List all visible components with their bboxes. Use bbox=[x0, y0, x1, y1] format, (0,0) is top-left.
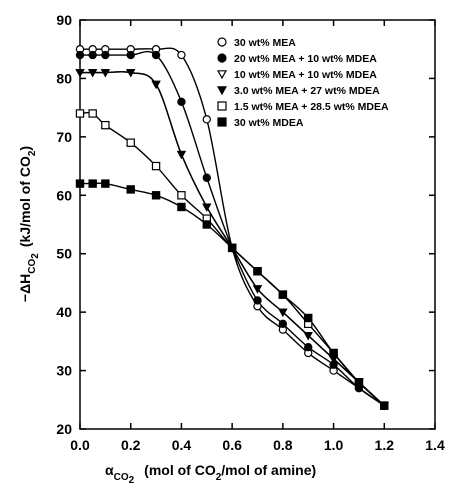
axis-ticks bbox=[79, 19, 436, 430]
x-axis-label-rest-end: /mol of amine) bbox=[221, 462, 316, 478]
series-line-3 bbox=[80, 71, 385, 407]
series-line-4 bbox=[79, 111, 385, 407]
y-tick-label: 60 bbox=[56, 187, 72, 203]
y-tick-label: 90 bbox=[56, 12, 72, 28]
x-tick-label: 0.2 bbox=[121, 437, 141, 453]
legend: 30 wt% MEA 20 wt% MEA + 10 wt% MDEA 10 wt%… bbox=[216, 37, 389, 129]
x-axis-label-rest-sub: 2 bbox=[216, 472, 222, 483]
series-line-5 bbox=[80, 182, 385, 407]
data-point-series-5 bbox=[126, 185, 135, 194]
series-markers bbox=[75, 45, 389, 411]
x-tick-label: 1.4 bbox=[425, 437, 445, 453]
y-axis-label: −ΔHCO2(kJ/mol of CO2) bbox=[17, 146, 41, 302]
data-point-series-3 bbox=[202, 203, 212, 212]
series-line-2 bbox=[80, 71, 385, 407]
y-axis-label-rest-end: ) bbox=[17, 146, 33, 151]
data-point-series-5 bbox=[177, 202, 186, 212]
data-point-series-1 bbox=[75, 50, 85, 60]
tick-labels: 0.0 0.2 0.4 0.6 0.8 1.0 1.2 1.4 20 30 40 50 60 70 80 90 bbox=[56, 12, 445, 453]
y-axis-label-rest: (kJ/mol of CO bbox=[17, 156, 33, 247]
x-tick-label: 0.0 bbox=[70, 437, 90, 453]
data-point-series-3 bbox=[303, 332, 313, 341]
x-tick-label: 1.2 bbox=[375, 437, 395, 453]
data-point-series-1 bbox=[126, 50, 135, 60]
data-point-series-1 bbox=[253, 296, 262, 305]
data-point-series-3 bbox=[176, 150, 187, 160]
data-point-series-1 bbox=[151, 50, 161, 60]
data-point-series-5 bbox=[227, 243, 237, 253]
legend-label-1: 20 wt% MEA + 10 wt% MDEA bbox=[234, 53, 377, 65]
data-point-series-3 bbox=[151, 80, 161, 90]
data-point-series-4 bbox=[75, 109, 85, 118]
x-tick-label: 0.4 bbox=[172, 437, 192, 453]
legend-marker-4 bbox=[217, 101, 227, 111]
data-point-series-4 bbox=[151, 161, 161, 171]
x-axis-label: αCO2(mol of CO2/mol of amine) bbox=[105, 462, 316, 486]
y-tick-label: 70 bbox=[56, 129, 72, 145]
data-point-series-0 bbox=[177, 50, 186, 60]
data-point-series-5 bbox=[101, 179, 110, 188]
legend-marker-5 bbox=[217, 117, 227, 127]
data-point-series-5 bbox=[329, 348, 338, 358]
data-point-series-1 bbox=[202, 173, 211, 182]
x-tick-label: 1.0 bbox=[324, 437, 344, 453]
data-point-series-1 bbox=[278, 319, 288, 329]
data-point-series-1 bbox=[177, 97, 186, 107]
legend-label-0: 30 wt% MEA bbox=[234, 37, 296, 49]
data-point-series-5 bbox=[304, 313, 313, 323]
data-point-series-5 bbox=[151, 191, 161, 200]
legend-label-2: 10 wt% MEA + 10 wt% MDEA bbox=[234, 69, 377, 81]
data-point-series-1 bbox=[88, 50, 97, 60]
plot-frame bbox=[79, 19, 436, 430]
y-axis-label-prefix: −ΔH bbox=[17, 274, 33, 302]
x-axis-label-symbol: α bbox=[105, 462, 114, 478]
data-point-series-5 bbox=[380, 401, 389, 410]
x-tick-label: 0.6 bbox=[222, 437, 242, 453]
data-point-series-4 bbox=[101, 120, 110, 130]
y-axis-label-prefix-sub2: 2 bbox=[30, 253, 41, 259]
x-axis-label-symbol-sub: CO bbox=[114, 472, 129, 483]
data-point-series-3 bbox=[126, 69, 136, 78]
data-point-series-4 bbox=[126, 138, 135, 147]
data-point-series-5 bbox=[202, 220, 211, 229]
y-tick-label: 20 bbox=[56, 421, 72, 437]
legend-marker-1 bbox=[217, 53, 227, 63]
data-point-series-5 bbox=[253, 267, 262, 276]
y-tick-label: 50 bbox=[56, 246, 72, 262]
data-point-series-5 bbox=[88, 179, 97, 188]
series-line-0 bbox=[79, 47, 385, 407]
data-point-series-3 bbox=[88, 69, 98, 78]
data-point-series-1 bbox=[101, 50, 110, 60]
y-tick-label: 40 bbox=[56, 304, 72, 320]
y-axis-label-rest-sub: 2 bbox=[27, 150, 38, 156]
data-point-series-0 bbox=[202, 115, 211, 124]
legend-label-4: 1.5 wt% MEA + 28.5 wt% MDEA bbox=[234, 101, 389, 113]
data-point-series-5 bbox=[75, 179, 85, 188]
legend-marker-2 bbox=[216, 70, 228, 80]
y-tick-label: 30 bbox=[56, 363, 72, 379]
data-point-series-3 bbox=[278, 308, 288, 317]
legend-label-5: 30 wt% MDEA bbox=[234, 117, 304, 129]
legend-marker-3 bbox=[216, 86, 228, 96]
data-point-series-3 bbox=[75, 69, 85, 78]
x-axis-label-symbol-sub2: 2 bbox=[129, 475, 135, 486]
data-point-series-5 bbox=[354, 378, 364, 387]
data-point-series-4 bbox=[88, 109, 97, 118]
x-tick-label: 0.8 bbox=[273, 437, 293, 453]
data-point-series-4 bbox=[177, 191, 186, 200]
y-axis-label-prefix-sub: CO bbox=[27, 259, 38, 274]
legend-label-3: 3.0 wt% MEA + 27 wt% MDEA bbox=[234, 85, 380, 97]
data-point-series-3 bbox=[252, 285, 263, 294]
y-tick-label: 80 bbox=[56, 70, 72, 86]
data-point-series-3 bbox=[100, 69, 110, 78]
data-point-series-5 bbox=[278, 290, 288, 299]
data-point-series-1 bbox=[304, 343, 313, 352]
x-axis-label-rest: (mol of CO bbox=[144, 462, 216, 478]
legend-marker-0 bbox=[217, 37, 227, 47]
